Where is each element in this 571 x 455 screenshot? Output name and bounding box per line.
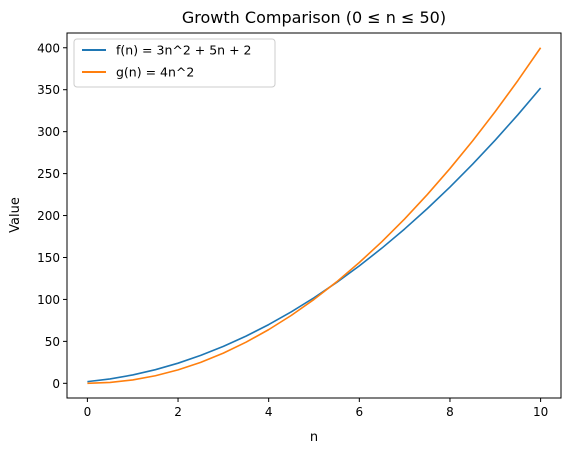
x-tick-label: 10 (533, 405, 548, 419)
y-tick-label: 200 (37, 209, 60, 223)
y-tick-label: 300 (37, 125, 60, 139)
y-tick-label: 250 (37, 167, 60, 181)
legend-label-g: g(n) = 4n^2 (116, 65, 194, 80)
x-tick-label: 6 (356, 405, 364, 419)
plot-area: 0 2 4 6 8 10 0 50 100 150 200 250 300 350 400 (37, 32, 562, 419)
y-tick-label: 50 (45, 335, 60, 349)
axes-frame (66, 32, 562, 399)
legend-label-f: f(n) = 3n^2 + 5n + 2 (116, 43, 251, 58)
x-tick-label: 0 (84, 405, 92, 419)
y-axis-label: Value (8, 197, 23, 233)
y-tick-label: 150 (37, 251, 60, 265)
y-tick-label: 0 (52, 377, 60, 391)
x-tick-label: 8 (446, 405, 454, 419)
legend: f(n) = 3n^2 + 5n + 2 g(n) = 4n^2 (73, 38, 276, 88)
x-tick-label: 4 (265, 405, 273, 419)
x-axis-ticks: 0 2 4 6 8 10 (84, 398, 548, 419)
y-axis-ticks: 0 50 100 150 200 250 300 350 400 (37, 41, 67, 391)
x-axis-label: n (310, 430, 318, 445)
legend-box (73, 38, 276, 88)
x-tick-label: 2 (174, 405, 182, 419)
chart-title: Growth Comparison (0 ≤ n ≤ 50) (182, 8, 446, 27)
y-tick-label: 400 (37, 41, 60, 55)
series-line-1 (87, 47, 542, 385)
y-tick-label: 350 (37, 83, 60, 97)
y-tick-label: 100 (37, 293, 60, 307)
series-layer (87, 47, 542, 385)
series-line-0 (87, 87, 542, 383)
